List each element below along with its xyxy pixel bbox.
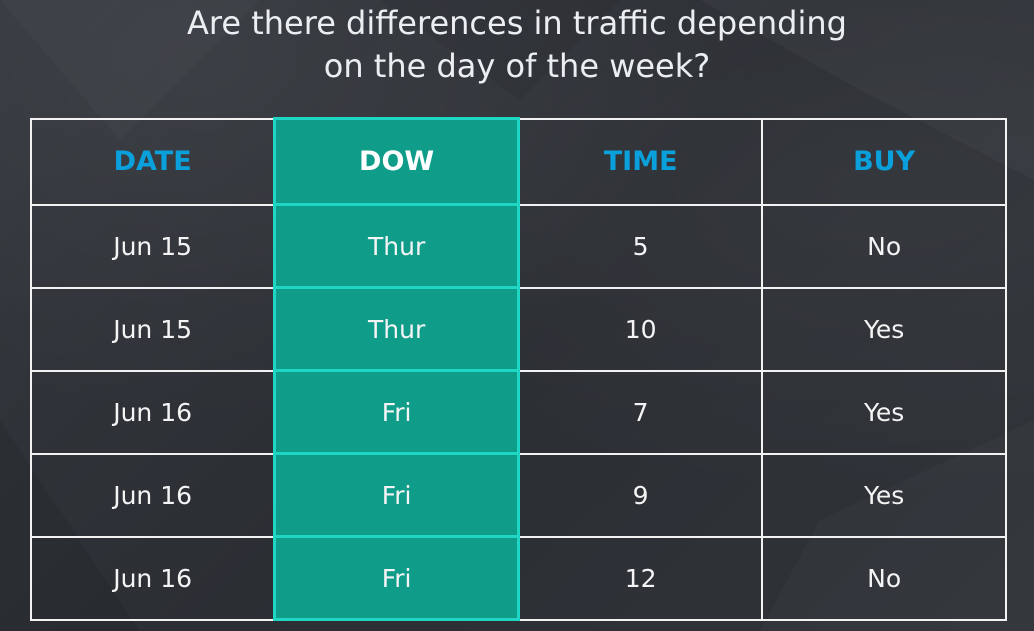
cell-date: Jun 16 xyxy=(30,452,276,538)
table-row: Jun 15 Thur 5 No xyxy=(30,203,1007,289)
cell-time: 7 xyxy=(517,369,764,455)
header-time: TIME xyxy=(517,117,764,206)
cell-date: Jun 15 xyxy=(30,203,276,289)
header-date: DATE xyxy=(30,117,276,206)
table-row: Jun 16 Fri 9 Yes xyxy=(30,452,1007,538)
header-buy: BUY xyxy=(761,117,1007,206)
cell-time: 12 xyxy=(517,535,764,621)
cell-date: Jun 16 xyxy=(30,369,276,455)
cell-dow: Fri xyxy=(273,452,520,538)
cell-buy: No xyxy=(761,535,1007,621)
cell-dow: Thur xyxy=(273,203,520,289)
cell-time: 10 xyxy=(517,286,764,372)
cell-date: Jun 16 xyxy=(30,535,276,621)
slide-title-line-2: on the day of the week? xyxy=(323,47,711,85)
cell-buy: Yes xyxy=(761,452,1007,538)
traffic-table-container: DATE DOW TIME BUY Jun 15 Thur 5 No Jun 1… xyxy=(30,117,1007,621)
cell-date: Jun 15 xyxy=(30,286,276,372)
cell-dow: Fri xyxy=(273,369,520,455)
table-row: Jun 16 Fri 7 Yes xyxy=(30,369,1007,455)
cell-time: 9 xyxy=(517,452,764,538)
traffic-table: DATE DOW TIME BUY Jun 15 Thur 5 No Jun 1… xyxy=(30,117,1007,621)
table-header-row: DATE DOW TIME BUY xyxy=(30,117,1007,206)
slide-title-line-1: Are there differences in traffic dependi… xyxy=(187,4,847,42)
cell-buy: No xyxy=(761,203,1007,289)
cell-buy: Yes xyxy=(761,369,1007,455)
cell-time: 5 xyxy=(517,203,764,289)
table-row: Jun 16 Fri 12 No xyxy=(30,535,1007,621)
table-row: Jun 15 Thur 10 Yes xyxy=(30,286,1007,372)
cell-dow: Fri xyxy=(273,535,520,621)
header-dow: DOW xyxy=(273,117,520,206)
cell-buy: Yes xyxy=(761,286,1007,372)
cell-dow: Thur xyxy=(273,286,520,372)
slide-title: Are there differences in traffic dependi… xyxy=(0,2,1034,88)
